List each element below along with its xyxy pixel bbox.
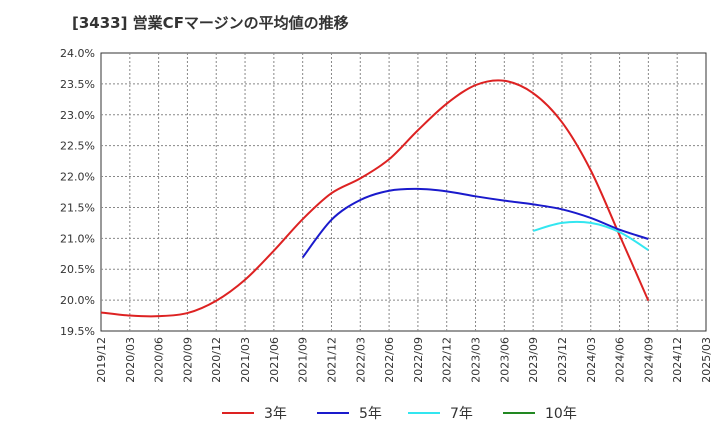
y-tick-label: 21.5%	[60, 201, 95, 214]
y-tick-label: 22.5%	[60, 140, 95, 153]
legend-label-3年: 3年	[264, 406, 287, 422]
legend: 3年 5年 7年 10年	[222, 406, 577, 422]
x-tick-label: 2020/06	[153, 337, 166, 383]
x-tick-label: 2024/12	[671, 337, 684, 383]
x-tick-label: 2021/12	[325, 337, 338, 383]
x-tick-label: 2021/03	[239, 337, 252, 383]
x-tick-label: 2024/09	[642, 337, 655, 383]
x-tick-label: 2024/06	[614, 337, 627, 383]
grid-lines	[101, 53, 706, 331]
x-tick-label: 2023/09	[527, 337, 540, 383]
y-tick-label: 19.5%	[60, 325, 95, 338]
x-tick-label: 2021/09	[297, 337, 310, 383]
series-line-3年	[100, 79, 650, 318]
x-tick-label: 2022/12	[441, 337, 454, 383]
y-tick-label: 23.5%	[60, 78, 95, 91]
x-tick-label: 2020/12	[210, 337, 223, 383]
y-tick-label: 22.0%	[60, 171, 95, 184]
x-tick-label: 2025/03	[700, 337, 713, 383]
x-tick-label: 2020/09	[181, 337, 194, 383]
x-tick-label: 2023/06	[498, 337, 511, 383]
x-tick-label: 2019/12	[95, 337, 108, 383]
y-tick-label: 21.0%	[60, 232, 95, 245]
x-tick-label: 2021/06	[268, 337, 281, 383]
x-tick-label: 2022/03	[354, 337, 367, 383]
plot-area	[100, 52, 707, 332]
x-tick-label: 2023/12	[556, 337, 569, 383]
y-tick-label: 24.0%	[60, 47, 95, 60]
series-lines	[100, 79, 650, 318]
legend-label-10年: 10年	[545, 406, 577, 422]
x-tick-label: 2022/09	[412, 337, 425, 383]
y-tick-label: 20.5%	[60, 263, 95, 276]
legend-label-5年: 5年	[359, 406, 382, 422]
x-tick-label: 2023/03	[470, 337, 483, 383]
series-line-7年	[532, 220, 649, 251]
legend-label-7年: 7年	[450, 406, 473, 422]
x-tick-label: 2022/06	[383, 337, 396, 383]
series-line-5年	[301, 187, 649, 259]
y-tick-label: 23.0%	[60, 109, 95, 122]
x-tick-label: 2020/03	[124, 337, 137, 383]
x-tick-label: 2024/03	[585, 337, 598, 383]
y-tick-label: 20.0%	[60, 294, 95, 307]
chart-title: [3433] 営業CFマージンの平均値の推移	[72, 14, 349, 32]
y-axis-ticks: 24.0% 23.5% 23.0% 22.5% 22.0% 21.5% 21.0% 20.5%…	[60, 47, 95, 338]
x-axis-ticks: 2019/12 2020/03 2020/06 2020/09 2020/12 2021/…	[95, 337, 713, 383]
